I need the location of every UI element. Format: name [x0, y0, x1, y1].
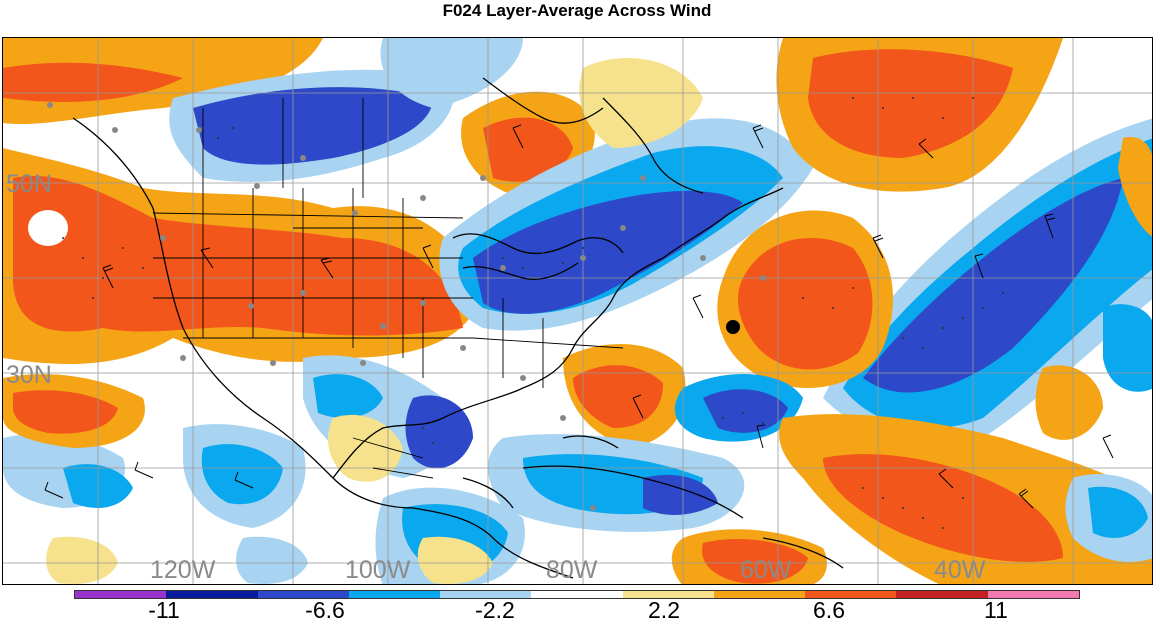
wind-barbs	[44, 124, 1114, 509]
legend-tick-label: -6.6	[305, 597, 345, 623]
legend-swatch	[257, 591, 349, 598]
graticule	[3, 38, 1152, 584]
lon-label-40w: 40W	[934, 556, 986, 584]
lon-label-60w: 60W	[740, 556, 792, 584]
lon-label-120w: 120W	[150, 556, 216, 584]
coastlines	[72, 77, 844, 579]
station-markers	[47, 102, 766, 511]
lon-label-100w: 100W	[345, 556, 411, 584]
legend-tick-label: -2.2	[475, 597, 515, 623]
legend-tick-label: 2.2	[648, 597, 680, 623]
legend-swatch	[805, 591, 897, 598]
legend-swatch	[896, 591, 988, 598]
lat-label-50n: 50N	[6, 170, 52, 198]
contour-fills	[3, 38, 1152, 584]
lat-label-30n: 30N	[6, 361, 52, 389]
map-panel	[2, 37, 1153, 585]
legend-tick-label: 6.6	[813, 597, 845, 623]
color-legend-bar	[74, 590, 1080, 599]
map-title: F024 Layer-Average Across Wind	[442, 1, 712, 20]
legend-tick-label: -11	[148, 597, 180, 623]
legend-swatch	[440, 591, 532, 598]
legend-swatch	[713, 591, 806, 598]
wind-field-map	[3, 38, 1152, 584]
political-boundaries	[152, 98, 624, 479]
stipple-dots	[62, 97, 1004, 529]
legend-swatch	[75, 591, 167, 598]
contour-strong-positive-west	[13, 176, 463, 336]
legend-tick-label: 11	[984, 597, 1008, 623]
black-point-marker	[726, 320, 740, 334]
lon-label-80w: 80W	[546, 556, 598, 584]
legend-swatch	[622, 591, 714, 598]
legend-swatch	[166, 591, 258, 598]
legend-swatch	[531, 591, 623, 598]
legend-swatch	[348, 591, 441, 598]
legend-swatch	[987, 591, 1079, 598]
